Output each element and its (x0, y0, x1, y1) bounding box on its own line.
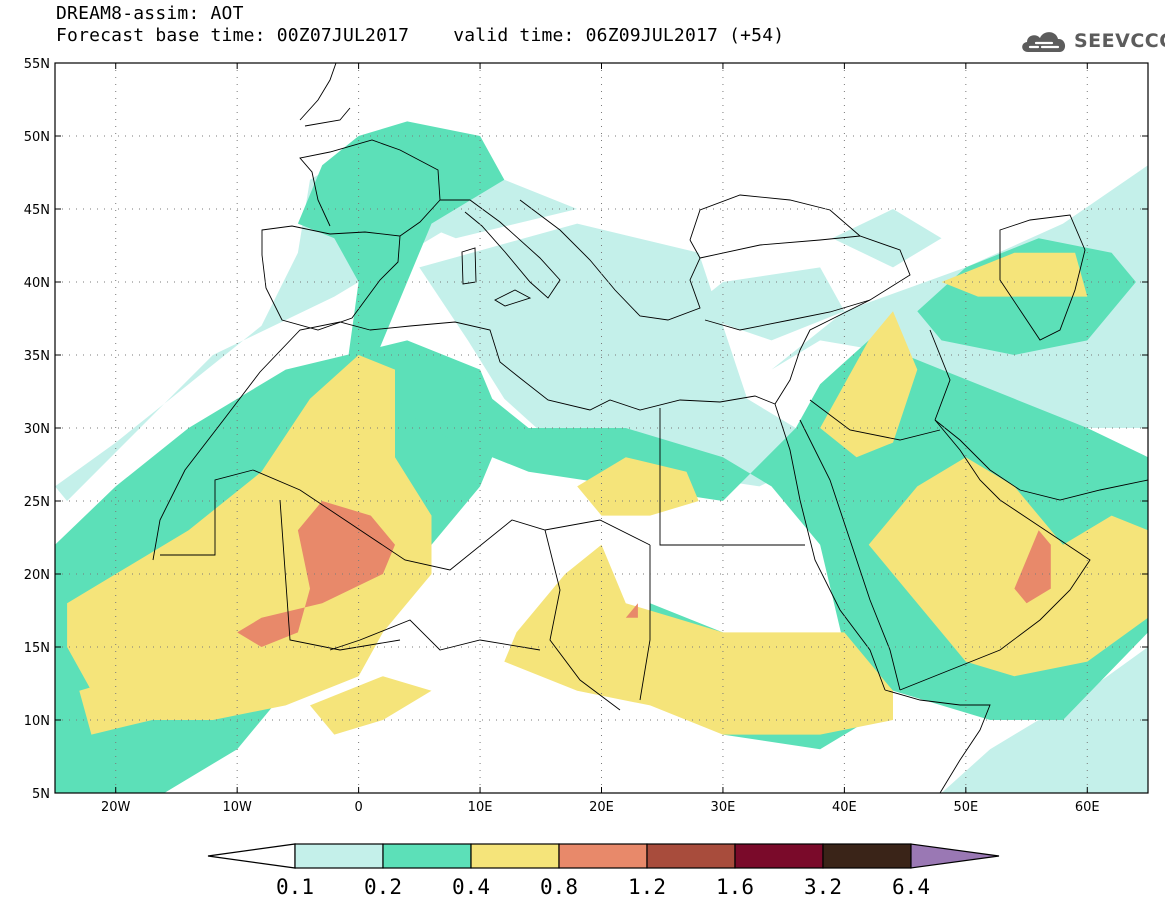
aot-region-0_4-6 (310, 676, 432, 735)
aot-region-0_2-2 (297, 121, 505, 370)
aot-shading (55, 121, 1148, 793)
logo-text: SEEVCCC (1074, 30, 1165, 52)
coastline-anatolia (699, 235, 911, 331)
valid-time: valid time: 06Z09JUL2017 (+54) (453, 25, 785, 46)
lat-tick-label: 30N (24, 422, 50, 437)
aot-region-0_4-4 (941, 252, 1088, 297)
lat-tick-label: 45N (24, 203, 50, 218)
colorbar-box-4 (558, 843, 648, 869)
colorbar-box-7 (822, 843, 912, 869)
lon-tick-label: 0 (354, 800, 362, 815)
lat-tick-label: 40N (24, 276, 50, 291)
coastline-red-sea-east (799, 419, 901, 691)
lat-tick-label: 55N (24, 57, 50, 72)
lon-tick-label: 20W (101, 800, 131, 815)
colorbar-label: 1.2 (628, 875, 666, 899)
coastline-balkans (519, 199, 701, 321)
colorbar-label: 0.4 (452, 875, 490, 899)
colorbar-label: 1.6 (716, 875, 754, 899)
aot-region-0_4-0 (67, 355, 432, 720)
lat-tick-label: 35N (24, 349, 50, 364)
border-sahara (252, 469, 651, 571)
colorbar-arrow-low (207, 843, 296, 869)
coastline-red-sea-west (774, 403, 886, 691)
coastlines-and-borders (152, 63, 1148, 793)
colorbar-label: 0.2 (364, 875, 402, 899)
lon-tick-label: 20E (589, 800, 614, 815)
forecast-base-time: Forecast base time: 00Z07JUL2017 (56, 25, 410, 46)
coastline-sicily (494, 289, 532, 307)
coastline-caspian (999, 214, 1086, 341)
colorbar-box-2 (382, 843, 472, 869)
axis-ticks (55, 62, 1148, 794)
border-chad-sudan (544, 529, 651, 711)
coastline-west-africa (152, 321, 371, 561)
colorbar-label: 3.2 (804, 875, 842, 899)
aot-region-0_8-2 (625, 603, 638, 618)
coastline-levant (774, 299, 871, 405)
lat-tick-label: 5N (32, 787, 50, 802)
coastline-north-africa (369, 321, 776, 411)
aot-map: 20W 10W 0 10E 20E 30E 40E 50E 60E 5N 10N 15N 20N 25N 3… (24, 57, 1149, 815)
lon-tick-label: 50E (953, 800, 978, 815)
coastline-black-sea (689, 194, 861, 241)
border-mali-algeria (279, 499, 401, 651)
aot-region-0_4-1 (504, 544, 893, 735)
colorbar-label: 6.4 (892, 875, 930, 899)
colorbar-box-6 (734, 843, 824, 869)
lat-tick-label: 20N (24, 568, 50, 583)
aot-region-0_8-1 (1014, 530, 1051, 604)
aot-region-0_8-0 (237, 501, 395, 647)
aot-region-0_1-7 (832, 209, 942, 268)
border-egypt-libya (659, 408, 805, 546)
lat-tick-label: 25N (24, 495, 50, 510)
coastline-britain (299, 63, 351, 127)
lon-tick-label: 10W (222, 800, 252, 815)
lat-tick-label: 50N (24, 130, 50, 145)
aot-region-0_1-1 (419, 223, 821, 487)
aot-region-0_4-2 (868, 457, 1148, 677)
lon-tick-label: 10E (468, 800, 493, 815)
aot-region-0_1-6 (686, 267, 845, 341)
colorbar: 0.1 0.2 0.4 0.8 1.2 1.6 3.2 6.4 (207, 843, 1000, 899)
coastline-italy (440, 199, 561, 299)
cloud-icon (1022, 32, 1066, 52)
lon-tick-label: 30E (711, 800, 736, 815)
axis-labels: 20W 10W 0 10E 20E 30E 40E 50E 60E 5N 10N 15N 20N 25N 3… (24, 57, 1100, 815)
coastline-france (299, 139, 441, 237)
lon-tick-label: 40E (832, 800, 857, 815)
colorbar-arrow-high (910, 843, 1000, 869)
coastline-arabia (899, 419, 1091, 691)
colorbar-box-3 (470, 843, 560, 869)
coastline-persian-gulf (934, 419, 1148, 501)
lon-tick-label: 60E (1075, 800, 1100, 815)
lat-tick-label: 15N (24, 641, 50, 656)
coastline-horn-of-africa (884, 689, 991, 793)
time-info: Forecast base time: 00Z07JUL2017 valid ti… (56, 26, 784, 46)
colorbar-label: 0.8 (540, 875, 578, 899)
seevccc-logo: SEEVCCC (1018, 26, 1165, 56)
colorbar-label: 0.1 (276, 875, 314, 899)
lat-tick-label: 10N (24, 714, 50, 729)
colorbar-box-1 (294, 843, 384, 869)
coastline-iberia (261, 225, 401, 331)
border-middle-east (809, 329, 951, 441)
border-sahel (160, 469, 541, 651)
map-title: DREAM8-assim: AOT (56, 3, 244, 24)
aot-region-0_4-5 (577, 457, 699, 516)
colorbar-box-5 (646, 843, 736, 869)
